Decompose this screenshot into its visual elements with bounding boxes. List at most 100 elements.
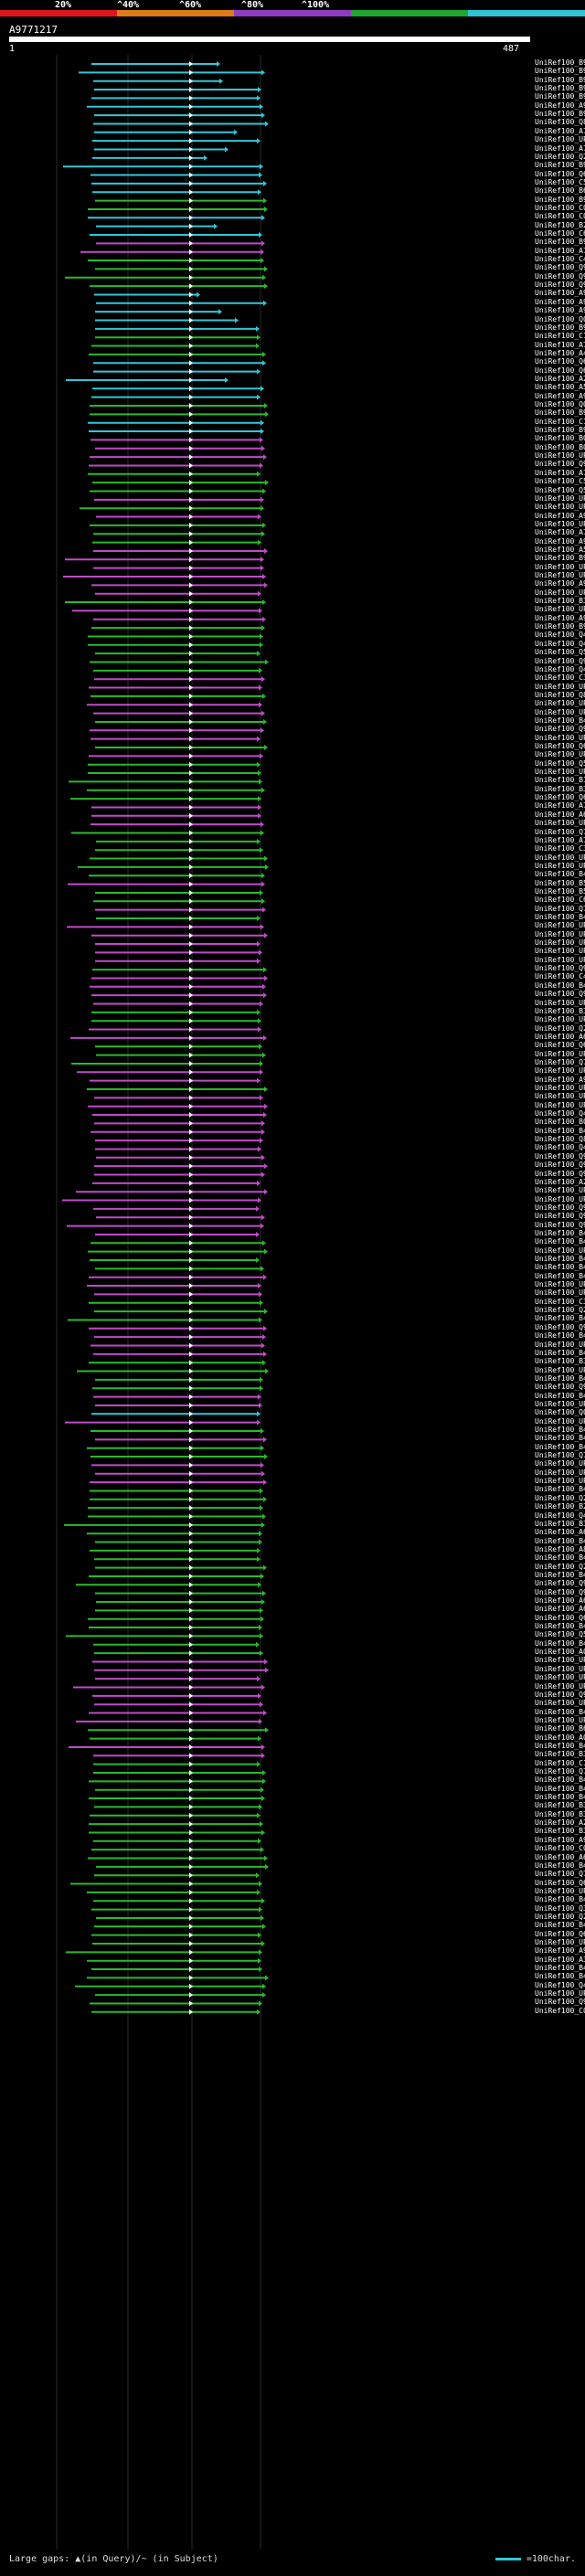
hit-label[interactable]: UniRef100_A7PVJ1: [535, 246, 585, 255]
hit-label[interactable]: UniRef100_C1DZN8: [535, 417, 585, 426]
hit-label[interactable]: UniRef100_Q6NZ80: [535, 1041, 585, 1050]
hit-label[interactable]: UniRef100_UP1000..: [535, 1049, 585, 1058]
hit-label[interactable]: UniRef100_Q8CJ23: [535, 1135, 585, 1144]
hit-label[interactable]: UniRef100_Q3ECK3: [535, 1903, 585, 1913]
hit-label[interactable]: UniRef100_Q6P013: [535, 793, 585, 802]
hit-label[interactable]: UniRef100_Q9Z2B2: [535, 1161, 585, 1170]
hit-label[interactable]: UniRef100_A7RLA2: [535, 801, 585, 811]
hit-label[interactable]: UniRef100_C4PFX3: [535, 972, 585, 981]
hit-label[interactable]: UniRef100_B4IMH9: [535, 1741, 585, 1750]
hit-label[interactable]: UniRef100_B4DZK3: [535, 716, 585, 725]
hit-label[interactable]: UniRef100_UP1000..: [535, 1015, 585, 1024]
hit-label[interactable]: UniRef100_UP1000..: [535, 571, 585, 579]
hit-label[interactable]: UniRef100_UP1000..: [535, 750, 585, 759]
hit-label[interactable]: UniRef100_B9H0G7: [535, 554, 585, 563]
hit-label[interactable]: UniRef100_B4I2B5: [535, 1784, 585, 1793]
hit-label[interactable]: UniRef100_C0PDZ5: [535, 203, 585, 212]
hit-label[interactable]: UniRef100_UP1000..: [535, 1100, 585, 1109]
hit-label[interactable]: UniRef100_Q7ZWW7: [535, 1870, 585, 1879]
hit-label[interactable]: UniRef100_Q9VZ93: [535, 1579, 585, 1588]
hit-label[interactable]: UniRef100_C3U1Y4: [535, 844, 585, 853]
hit-label[interactable]: UniRef100_B4QQ44: [535, 1793, 585, 1802]
hit-label[interactable]: UniRef100_Q9SV04: [535, 1587, 585, 1596]
hit-label[interactable]: UniRef100_Q0LDY4: [535, 314, 585, 323]
hit-label[interactable]: UniRef100_A9UXH8: [535, 511, 585, 520]
hit-label[interactable]: UniRef100_UP1000..: [535, 135, 585, 144]
hit-label[interactable]: UniRef100_C6F9U6: [535, 229, 585, 238]
hit-label[interactable]: UniRef100_Q9S258: [535, 1212, 585, 1221]
hit-label[interactable]: UniRef100_B6TRV7: [535, 186, 585, 196]
hit-label[interactable]: UniRef100_B4LCK7: [535, 1895, 585, 1904]
hit-label[interactable]: UniRef100_C5XGT4: [535, 477, 585, 486]
hit-label[interactable]: UniRef100_UP1000..: [535, 1989, 585, 1998]
hit-label[interactable]: UniRef100_Q29DI3: [535, 1306, 585, 1315]
hit-label[interactable]: UniRef100_A6NJ15: [535, 1032, 585, 1041]
hit-label[interactable]: UniRef100_Q9EP88: [535, 1151, 585, 1161]
hit-label[interactable]: UniRef100_B4KXW4: [535, 870, 585, 879]
hit-label[interactable]: UniRef100_Q4P118: [535, 1511, 585, 1520]
hit-label[interactable]: UniRef100_Q4TF12: [535, 664, 585, 673]
hit-label[interactable]: UniRef100_UP1000..: [535, 1280, 585, 1289]
hit-label[interactable]: UniRef100_B4IGI4: [535, 1391, 585, 1400]
hit-label[interactable]: UniRef100_UP1000..: [535, 1340, 585, 1349]
hit-label[interactable]: UniRef100_UP1000..: [535, 1886, 585, 1895]
hit-label[interactable]: UniRef100_Q2PEQ8: [535, 152, 585, 161]
hit-label[interactable]: UniRef100_Q5YVS4: [535, 758, 585, 768]
hit-label[interactable]: UniRef100_A6WRW5: [535, 1596, 585, 1605]
hit-label[interactable]: UniRef100_Q6SKU6: [535, 1878, 585, 1887]
hit-label[interactable]: UniRef100_B9ME07: [535, 67, 585, 76]
hit-label[interactable]: UniRef100_UP1000..: [535, 1715, 585, 1724]
hit-label[interactable]: UniRef100_B4KI19: [535, 1442, 585, 1451]
hit-label[interactable]: UniRef100_B2YKW7: [535, 1502, 585, 1511]
hit-label[interactable]: UniRef100_B4R056: [535, 1434, 585, 1443]
hit-label[interactable]: UniRef100_UP1000..: [535, 1699, 585, 1708]
hit-label[interactable]: UniRef100_A7QRY3: [535, 126, 585, 135]
hit-label[interactable]: UniRef100_UP1000..: [535, 1092, 585, 1101]
hit-label[interactable]: UniRef100_A9CTH0: [535, 613, 585, 622]
hit-label[interactable]: UniRef100_C0R1G5: [535, 2006, 585, 2015]
hit-label[interactable]: UniRef100_UP1000..: [535, 861, 585, 870]
hit-label[interactable]: UniRef100_B4QFF7: [535, 1263, 585, 1272]
hit-label[interactable]: UniRef100_B4LMT4: [535, 1255, 585, 1263]
hit-label[interactable]: UniRef100_Q9FY68: [535, 964, 585, 973]
hit-label[interactable]: UniRef100_A2QBZ4: [535, 1818, 585, 1828]
hit-label[interactable]: UniRef100_UP1000..: [535, 699, 585, 708]
hit-label[interactable]: UniRef100_A7NUN8: [535, 143, 585, 153]
hit-label[interactable]: UniRef100_UP1000..: [535, 1084, 585, 1092]
hit-label[interactable]: UniRef100_Q29EA7: [535, 1912, 585, 1921]
hit-label[interactable]: UniRef100_A9TH11: [535, 306, 585, 315]
hit-label[interactable]: UniRef100_A9V7T7: [535, 579, 585, 588]
hit-label[interactable]: UniRef100_A9PGN9: [535, 101, 585, 110]
hit-label[interactable]: UniRef100_B4KGQ1: [535, 1553, 585, 1563]
hit-label[interactable]: UniRef100_Q77782: [535, 1451, 585, 1460]
hit-label[interactable]: UniRef100_UP1000..: [535, 1246, 585, 1255]
hit-label[interactable]: UniRef100_B3NB80: [535, 1801, 585, 1810]
hit-label[interactable]: UniRef100_B9RJV4: [535, 238, 585, 247]
hit-label[interactable]: UniRef100_Q5RBV4: [535, 1630, 585, 1639]
hit-label[interactable]: UniRef100_C4PP57: [535, 255, 585, 264]
hit-label[interactable]: UniRef100_Q9FJT7: [535, 1998, 585, 2007]
hit-label[interactable]: UniRef100_Q6SPX4: [535, 169, 585, 178]
hit-label[interactable]: UniRef100_A6QGW6: [535, 810, 585, 819]
hit-label[interactable]: UniRef100_B9HKW0: [535, 195, 585, 204]
hit-label[interactable]: UniRef100_B4NEL8: [535, 1860, 585, 1870]
hit-label[interactable]: UniRef100_A7T5Y9: [535, 340, 585, 349]
hit-label[interactable]: UniRef100_Q29BV6: [535, 1562, 585, 1571]
hit-label[interactable]: UniRef100_Q7YRF2: [535, 904, 585, 913]
hit-label[interactable]: UniRef100_UP1000..: [535, 1681, 585, 1691]
hit-label[interactable]: UniRef100_A8ISP5: [535, 1544, 585, 1553]
hit-label[interactable]: UniRef100_UP1000..: [535, 562, 585, 571]
hit-label[interactable]: UniRef100_A0AX04: [535, 1733, 585, 1742]
hit-label[interactable]: UniRef100_UP1000..: [535, 1288, 585, 1298]
hit-label[interactable]: UniRef100_Q7K566: [535, 1767, 585, 1776]
hit-label[interactable]: UniRef100_A7QEH2: [535, 528, 585, 537]
hit-label[interactable]: UniRef100_B0XDX3: [535, 1118, 585, 1127]
hit-label[interactable]: UniRef100_C1BPP4: [535, 1758, 585, 1767]
hit-label[interactable]: UniRef100_Q01C32: [535, 400, 585, 408]
hit-label[interactable]: UniRef100_A9TY81: [535, 536, 585, 546]
hit-label[interactable]: UniRef100_B4GPL3: [535, 1570, 585, 1579]
hit-label[interactable]: UniRef100_A5AUZ5: [535, 383, 585, 392]
hit-label[interactable]: UniRef100_A7SBH5: [535, 835, 585, 844]
hit-label[interactable]: UniRef100_A7SPL4: [535, 468, 585, 477]
hit-label[interactable]: UniRef100_Q0WLS2: [535, 1408, 585, 1417]
